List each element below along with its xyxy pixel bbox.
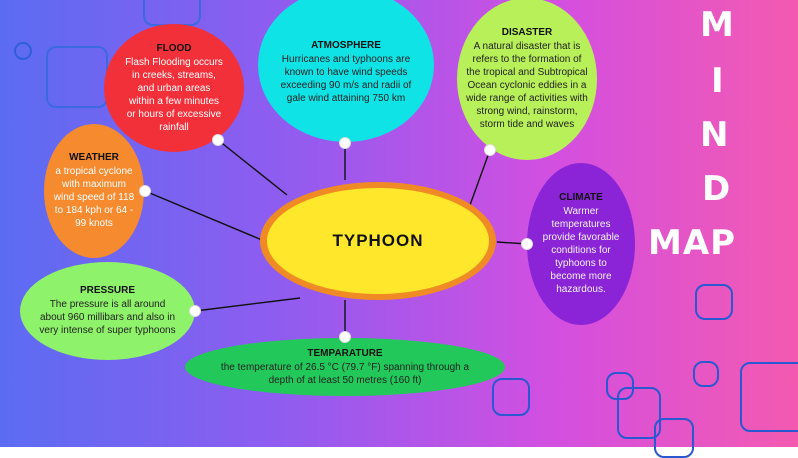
decorative-square xyxy=(492,378,530,416)
node-title: ATMOSPHERE xyxy=(311,39,381,51)
node-title: DISASTER xyxy=(501,27,553,38)
node-title: PRESSURE xyxy=(79,285,135,296)
connector-dot xyxy=(189,305,201,317)
center-label: TYPHOON xyxy=(332,231,424,250)
node-body: A natural disaster that is refers to the… xyxy=(466,41,588,130)
title-letter-i: I xyxy=(711,61,724,101)
node-body: Flash Flooding occurs in creeks, streams… xyxy=(125,56,223,133)
connector-lines xyxy=(144,139,528,337)
node-body: the temperature of 26.5 °C (79.7 °F) spa… xyxy=(220,361,470,386)
node-atmosphere: ATMOSPHERE Hurricanes and typhoons are k… xyxy=(258,0,434,142)
node-flood: FLOOD Flash Flooding occurs in creeks, s… xyxy=(104,24,244,152)
connector-dot xyxy=(212,134,224,146)
node-body: a tropical cyclone with maximum wind spe… xyxy=(53,166,135,229)
center-node-inner: TYPHOON xyxy=(267,188,489,294)
node-title: WEATHER xyxy=(69,152,119,163)
decorative-square xyxy=(695,284,733,320)
title-letter-n: N xyxy=(700,115,729,155)
title-letter-m: M xyxy=(700,5,734,45)
node-pressure: PRESSURE The pressure is all around abou… xyxy=(20,262,195,360)
connector-dot xyxy=(339,331,351,343)
title-word-map: MAP xyxy=(648,223,737,263)
title-letter-d: D xyxy=(702,169,731,209)
connector-dot xyxy=(521,238,533,250)
node-body: Warmer temperatures provide favorable co… xyxy=(542,206,620,295)
node-temparature: TEMPARATURE the temperature of 26.5 °C (… xyxy=(185,338,505,396)
decorative-square xyxy=(740,362,798,432)
decorative-square xyxy=(14,42,32,60)
node-title: TEMPARATURE xyxy=(307,347,383,359)
node-climate: CLIMATE Warmer temperatures provide favo… xyxy=(527,163,635,325)
node-disaster: DISASTER A natural disaster that is refe… xyxy=(457,0,597,160)
node-title: FLOOD xyxy=(156,42,192,54)
connector-dot xyxy=(339,137,351,149)
center-node: TYPHOON xyxy=(260,182,496,300)
decorative-square xyxy=(606,372,634,400)
decorative-square xyxy=(617,387,661,439)
connector-dot xyxy=(484,144,496,156)
node-weather: WEATHER a tropical cyclone with maximum … xyxy=(44,124,144,258)
node-title: CLIMATE xyxy=(559,192,603,203)
connector-dot xyxy=(139,185,151,197)
node-body: Hurricanes and typhoons are known to hav… xyxy=(280,53,412,104)
decorative-square xyxy=(693,361,719,387)
node-body: The pressure is all around about 960 mil… xyxy=(39,299,176,336)
